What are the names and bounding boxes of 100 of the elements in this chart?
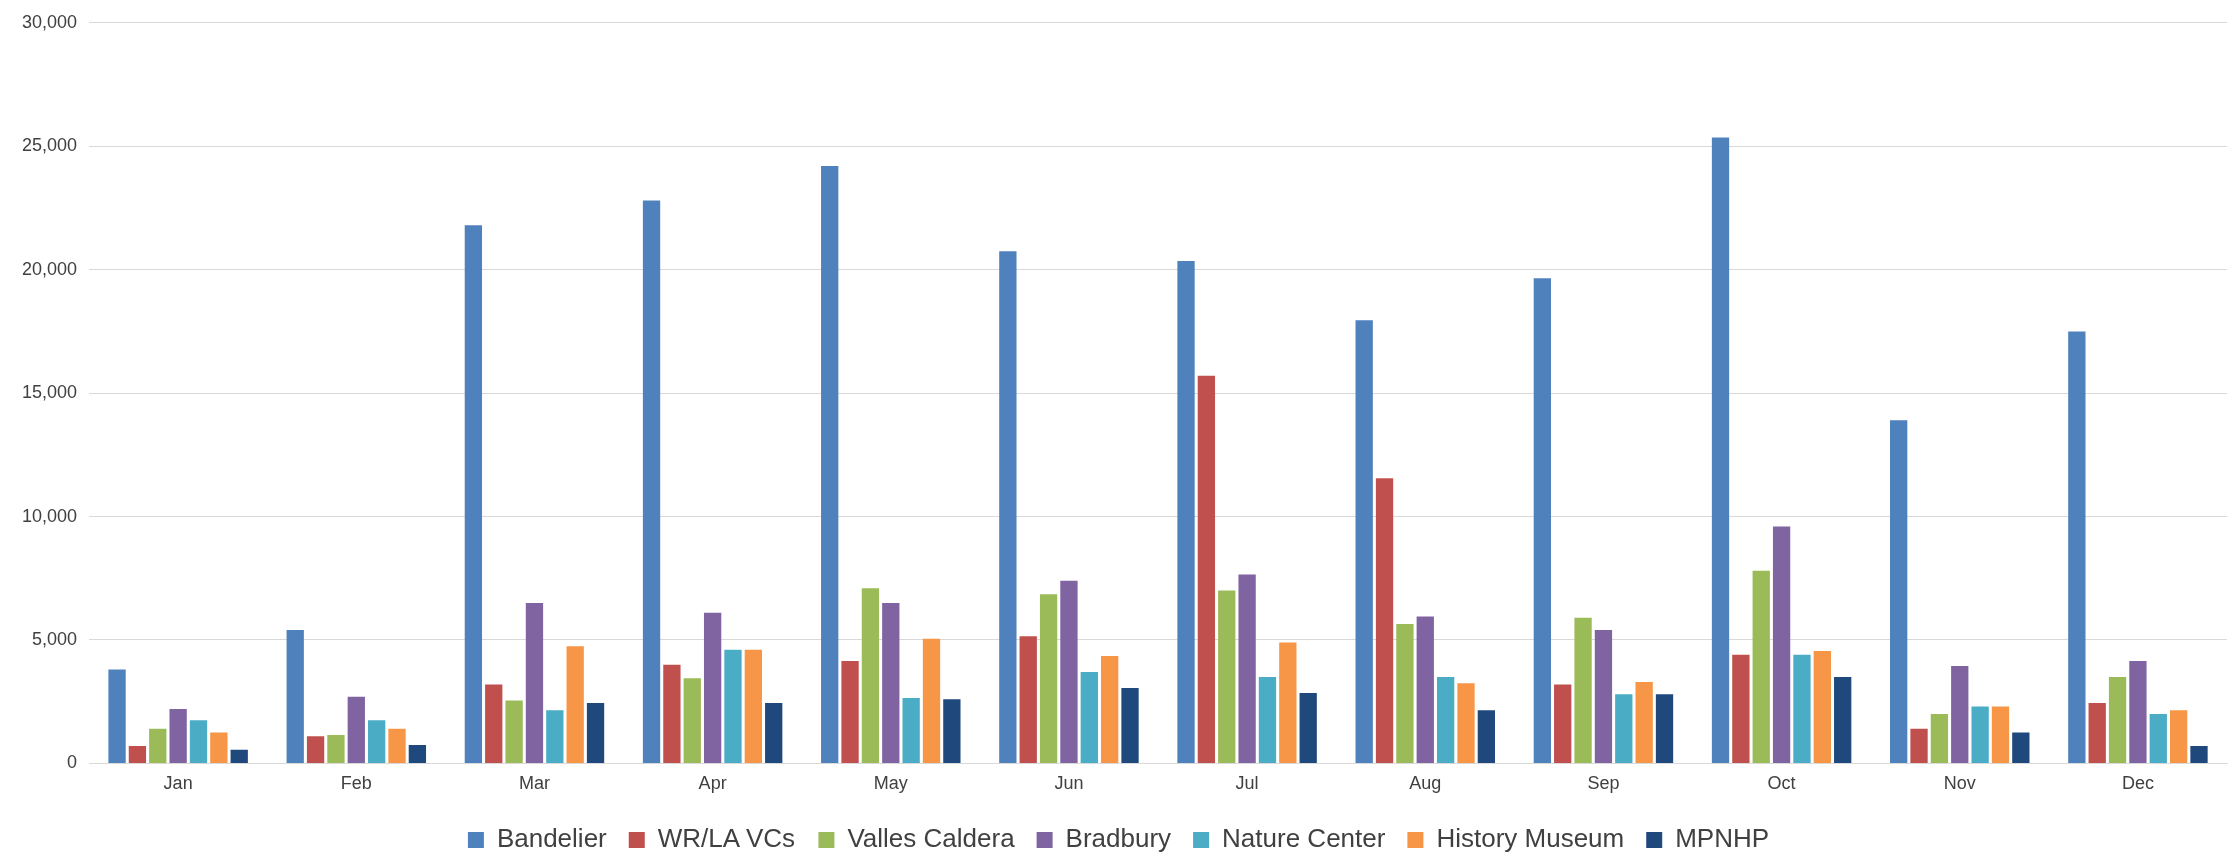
bar: [1890, 420, 1908, 763]
bar: [525, 602, 544, 763]
legend-label: Valles Caldera: [847, 823, 1016, 854]
legend-label: Bandelier: [496, 823, 608, 854]
bar: [2068, 331, 2086, 763]
bar: [1177, 261, 1195, 763]
y-tick-label: 30,000: [21, 11, 78, 32]
bar: [703, 612, 722, 763]
bar: [388, 728, 406, 763]
bar: [485, 684, 503, 763]
bar: [2088, 702, 2106, 763]
legend-label: MPNHP: [1675, 823, 1770, 854]
x-tick-label: Jul: [1235, 773, 1259, 794]
x-tick-label: Feb: [340, 773, 372, 794]
y-tick-label: 15,000: [21, 382, 78, 403]
bar: [821, 165, 839, 763]
bar: [368, 720, 386, 763]
bar: [1197, 375, 1216, 763]
bar: [169, 709, 187, 763]
bar: [2169, 710, 2188, 763]
bar: [1834, 677, 1852, 763]
bar: [1375, 478, 1394, 763]
bar: [1554, 684, 1572, 763]
bar: [1457, 683, 1475, 763]
bar: [999, 251, 1017, 763]
bar: [1910, 728, 1928, 763]
bar: [1594, 630, 1613, 763]
bar: [347, 696, 365, 763]
bar: [1279, 642, 1297, 763]
y-tick-label: 5,000: [32, 628, 78, 649]
bar: [1238, 574, 1256, 763]
legend-label: Nature Center: [1222, 823, 1386, 854]
x-tick-label: Apr: [698, 773, 727, 794]
x-tick-label: Sep: [1587, 773, 1620, 794]
x-tick-label: Jun: [1054, 773, 1084, 794]
bar: [1299, 693, 1317, 763]
y-tick-label: 0: [67, 752, 78, 773]
bar: [1655, 694, 1674, 763]
bar: [505, 700, 523, 763]
bar: [1533, 278, 1551, 763]
bar: [922, 638, 941, 763]
legend-label: Bradbury: [1065, 823, 1172, 854]
x-tick-label: Dec: [2121, 773, 2154, 794]
bar: [683, 678, 701, 763]
bar: [408, 744, 427, 763]
bar: [2149, 714, 2167, 763]
x-tick-label: Aug: [1409, 773, 1442, 794]
bar: [2190, 746, 2208, 763]
bar: [2012, 732, 2030, 763]
bar: [1060, 580, 1078, 763]
bar: [861, 588, 880, 763]
y-tick-label: 10,000: [21, 505, 78, 526]
bar: [744, 649, 762, 763]
bar: [724, 649, 742, 763]
bar: [1218, 590, 1236, 763]
bar: [108, 669, 126, 763]
x-tick-label: Oct: [1767, 773, 1796, 794]
bar: [566, 646, 584, 763]
bar: [1355, 320, 1373, 763]
bar: [841, 660, 859, 763]
bar: [586, 702, 605, 763]
bar: [2129, 660, 2147, 763]
bar: [230, 749, 248, 763]
bar: [1101, 656, 1119, 763]
bar: [663, 664, 681, 763]
bar: [306, 736, 325, 763]
bar: [1039, 594, 1058, 763]
bar: [327, 735, 345, 763]
bar: [1477, 710, 1496, 763]
bar: [1019, 636, 1037, 763]
x-tick-label: Mar: [518, 773, 550, 794]
y-tick-label: 20,000: [21, 258, 78, 279]
x-tick-label: May: [873, 773, 908, 794]
bar: [902, 697, 920, 763]
bar: [1396, 623, 1414, 763]
bar: [286, 630, 304, 763]
bar: [1971, 706, 1989, 763]
bar: [1574, 617, 1592, 763]
bar: [464, 225, 483, 763]
bar: [1991, 706, 2010, 763]
bar: [1080, 672, 1098, 763]
bar: [1772, 526, 1791, 763]
bar: [1635, 681, 1653, 763]
bar: [1121, 688, 1139, 763]
bar: [189, 720, 208, 763]
bar: [128, 746, 147, 763]
bar: [1711, 137, 1730, 763]
bar: [642, 200, 661, 763]
bar: [149, 728, 167, 763]
legend-label: History Museum: [1436, 823, 1625, 854]
bar: [1951, 665, 1969, 763]
legend-label: WR/LA VCs: [657, 823, 795, 854]
bar: [210, 732, 228, 763]
bar: [1793, 654, 1811, 763]
bar: [1813, 651, 1831, 763]
bar: [882, 602, 900, 763]
bar: [943, 699, 961, 763]
x-tick-label: Jan: [163, 773, 193, 794]
bar: [1732, 654, 1750, 763]
bar: [1752, 570, 1770, 763]
